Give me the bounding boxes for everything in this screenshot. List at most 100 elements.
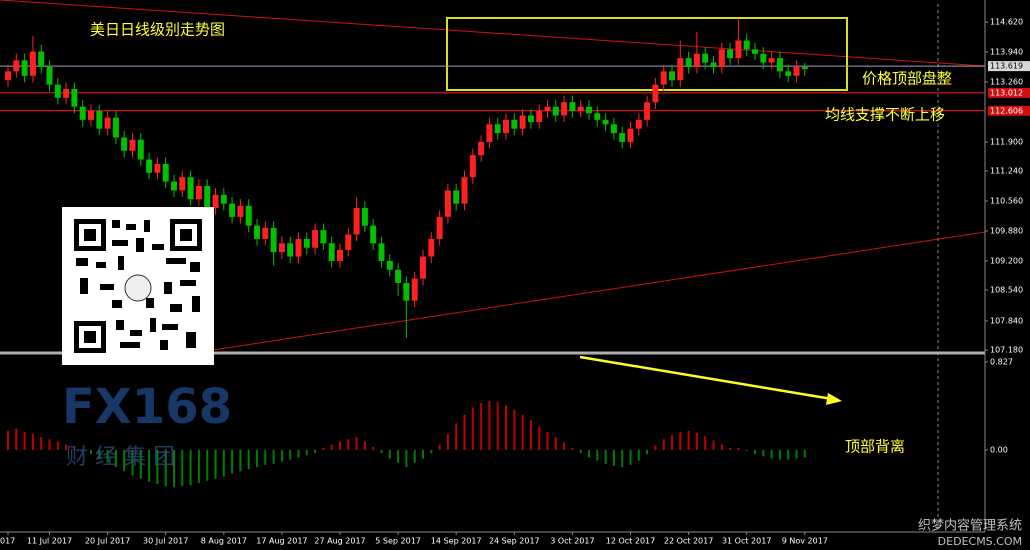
candle-body bbox=[536, 111, 543, 123]
arrow-head bbox=[826, 393, 842, 405]
x-tick-label: 11 Jul 2017 bbox=[27, 537, 72, 546]
candle-body bbox=[5, 71, 11, 81]
candle-body bbox=[204, 186, 211, 209]
candle-body bbox=[444, 190, 451, 217]
y-tick-label: 113.940 bbox=[990, 47, 1023, 56]
watermark-sub: 财 经 集 团 bbox=[66, 445, 175, 470]
x-tick-label: 5 Sep 2017 bbox=[375, 537, 421, 546]
candle-body bbox=[395, 269, 402, 283]
divergence-arrow bbox=[579, 355, 833, 401]
candle-body bbox=[710, 62, 717, 67]
candle-body bbox=[295, 238, 302, 257]
y-tick-label: 108.540 bbox=[990, 286, 1023, 295]
candle-body bbox=[693, 53, 700, 67]
x-tick-label: 3 Oct 2017 bbox=[550, 537, 594, 546]
y-tick-label: 113.260 bbox=[990, 77, 1023, 86]
chart-title: 美日日线级别走势图 bbox=[90, 21, 225, 39]
candle-body bbox=[162, 163, 169, 182]
x-tick-label: 8 Aug 2017 bbox=[201, 537, 247, 546]
y-tick-label: 0.00 bbox=[990, 445, 1008, 454]
candle-body bbox=[179, 177, 186, 191]
level-label: 112.606 bbox=[990, 106, 1023, 115]
candle-body bbox=[303, 238, 310, 248]
marks: 114.620 113.940 113.260 111.900 111.240 110.5… bbox=[0, 17, 1030, 546]
candle-body bbox=[287, 243, 294, 257]
candle-body bbox=[328, 243, 335, 261]
candle-body bbox=[146, 159, 153, 173]
candle-body bbox=[171, 181, 177, 191]
x-tick-label: 24 Sep 2017 bbox=[489, 537, 540, 546]
y-tick-label: 109.200 bbox=[990, 256, 1023, 265]
candle-body bbox=[594, 113, 601, 120]
candle-body bbox=[486, 124, 493, 142]
candle-body bbox=[320, 230, 327, 244]
level-tag bbox=[988, 105, 1030, 116]
candle-body bbox=[353, 208, 360, 235]
candle-body bbox=[262, 227, 269, 239]
watermark-brand: FX168 bbox=[62, 379, 232, 435]
level-label: 113.619 bbox=[990, 62, 1023, 71]
x-tick-label: 30 Jul 2017 bbox=[143, 537, 188, 546]
candle-body bbox=[727, 49, 734, 59]
candle-body bbox=[46, 66, 53, 85]
consolidation-box bbox=[446, 17, 848, 91]
candle-body bbox=[461, 177, 468, 204]
y-tick-label: 0.827 bbox=[990, 357, 1013, 366]
candle-body bbox=[254, 225, 260, 239]
candle-body bbox=[801, 66, 808, 70]
candle-body bbox=[519, 115, 526, 129]
candle-body bbox=[503, 119, 509, 134]
x-tick-label: 22 Oct 2017 bbox=[664, 537, 713, 546]
level-tag bbox=[988, 87, 1030, 98]
candle-body bbox=[644, 102, 651, 120]
candle-body bbox=[54, 84, 61, 98]
candle-body bbox=[627, 128, 634, 142]
y-tick-label: 111.900 bbox=[990, 137, 1023, 146]
candle-body bbox=[660, 71, 667, 85]
candle-body bbox=[361, 208, 368, 226]
candle-body bbox=[677, 58, 684, 81]
candle-body bbox=[154, 163, 161, 173]
x-tick-label: 27 Aug 2017 bbox=[314, 537, 365, 546]
candle-body bbox=[96, 111, 103, 129]
candle-body bbox=[718, 49, 725, 67]
candle-body bbox=[610, 124, 617, 134]
candle-body bbox=[453, 190, 460, 204]
candle-body bbox=[29, 51, 36, 76]
candle-body bbox=[735, 40, 742, 59]
candle-body bbox=[793, 66, 800, 76]
candle-body bbox=[345, 234, 352, 250]
candle-body bbox=[63, 89, 70, 98]
candle-body bbox=[378, 243, 385, 261]
candle-body bbox=[743, 40, 750, 50]
candle-body bbox=[88, 111, 94, 120]
candle-body bbox=[619, 133, 626, 142]
candle-body bbox=[112, 117, 119, 138]
candle-body bbox=[752, 49, 758, 54]
x-tick-label: 17 Aug 2017 bbox=[256, 537, 307, 546]
candle-body bbox=[776, 58, 783, 72]
candle-body bbox=[187, 177, 194, 200]
candle-body bbox=[370, 225, 377, 244]
candle-body bbox=[652, 84, 659, 103]
y-tick-label: 110.560 bbox=[990, 196, 1023, 205]
candle-body bbox=[561, 102, 568, 116]
candle-body bbox=[278, 243, 285, 253]
candle-body bbox=[71, 89, 78, 107]
y-tick-label: 114.620 bbox=[990, 17, 1023, 26]
candle-body bbox=[229, 203, 236, 217]
candle-body bbox=[245, 205, 252, 226]
y-tick-label: 107.840 bbox=[990, 316, 1023, 325]
candle-body bbox=[137, 139, 144, 160]
candle-body bbox=[312, 230, 319, 248]
y-tick-label: 111.240 bbox=[990, 167, 1023, 176]
qr-code bbox=[62, 207, 214, 365]
candle-body bbox=[337, 249, 343, 261]
candle-body bbox=[569, 102, 576, 112]
candle-body bbox=[669, 71, 675, 81]
annotation: 均线支撑不断上移 bbox=[825, 106, 945, 124]
candle-body bbox=[13, 60, 20, 72]
x-tick-label: 31 Oct 2017 bbox=[722, 537, 771, 546]
candle-body bbox=[602, 119, 609, 125]
candle-body bbox=[552, 106, 559, 116]
